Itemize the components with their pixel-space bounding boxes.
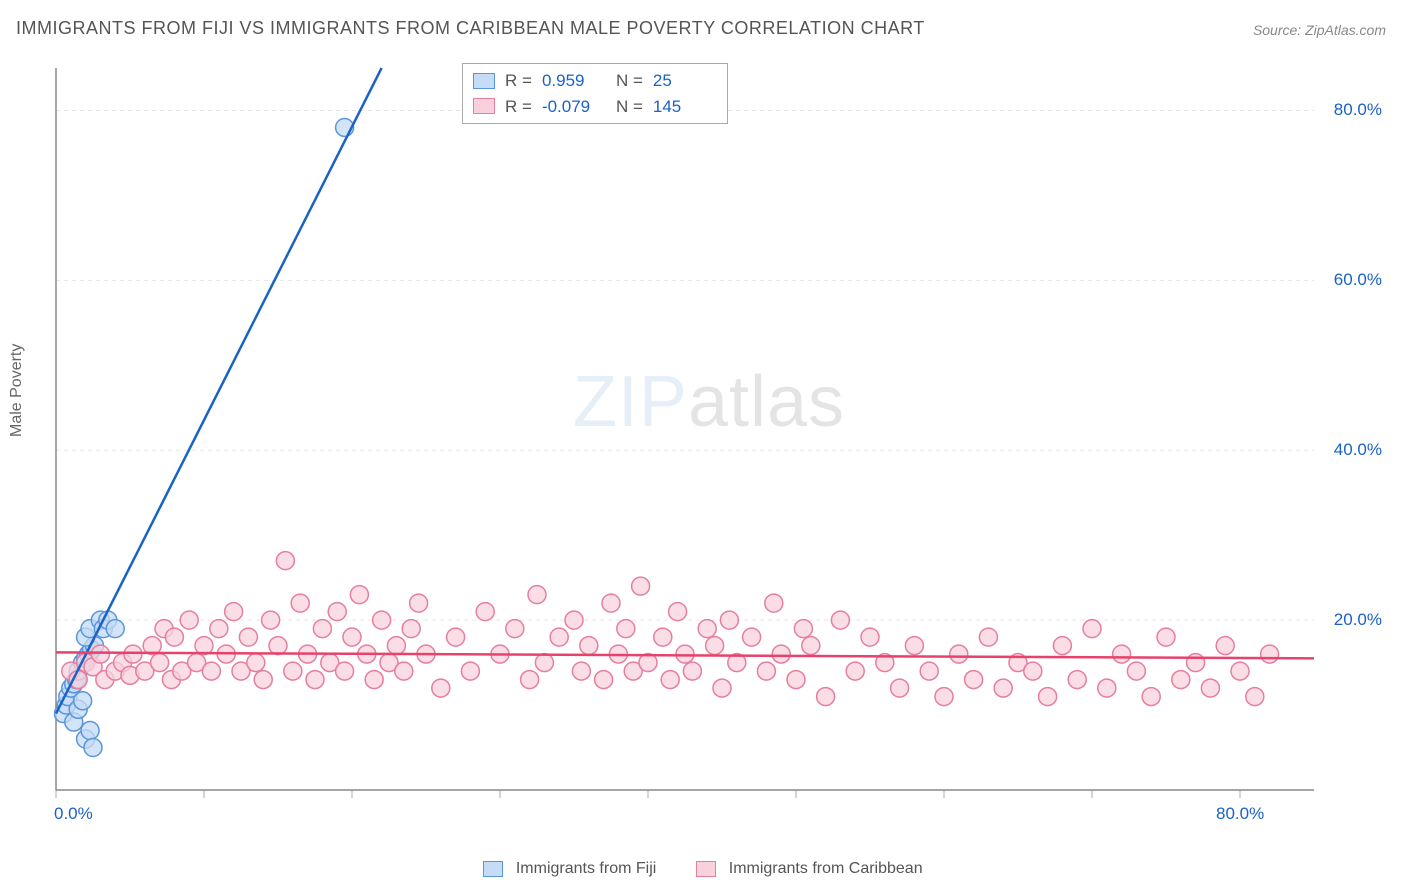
page-root: IMMIGRANTS FROM FIJI VS IMMIGRANTS FROM … — [0, 0, 1406, 892]
stats-n-value: 25 — [653, 68, 717, 94]
chart-svg — [54, 60, 1364, 820]
bottom-legend: Immigrants from Fiji Immigrants from Car… — [0, 860, 1406, 878]
y-tick-label: 80.0% — [1334, 100, 1382, 120]
stats-r-value: 0.959 — [542, 68, 606, 94]
y-tick-label: 40.0% — [1334, 440, 1382, 460]
legend-label-fiji: Immigrants from Fiji — [516, 860, 656, 877]
y-tick-label: 20.0% — [1334, 610, 1382, 630]
source-attribution: Source: ZipAtlas.com — [1253, 22, 1386, 38]
legend-item-fiji: Immigrants from Fiji — [483, 860, 656, 878]
y-tick-label: 60.0% — [1334, 270, 1382, 290]
stats-swatch-fiji — [473, 73, 495, 89]
stats-row-caribbean: R = -0.079 N = 145 — [473, 94, 717, 120]
stats-r-value: -0.079 — [542, 94, 606, 120]
plot-area: ZIPatlas — [54, 60, 1364, 820]
x-tick-max: 80.0% — [1216, 804, 1264, 824]
y-axis-label: Male Poverty — [8, 344, 26, 437]
legend-swatch-fiji — [483, 861, 503, 877]
legend-swatch-caribbean — [696, 861, 716, 877]
legend-item-caribbean: Immigrants from Caribbean — [696, 860, 922, 878]
stats-n-label: N = — [616, 68, 643, 94]
stats-swatch-caribbean — [473, 98, 495, 114]
correlation-stats-box: R = 0.959 N = 25 R = -0.079 N = 145 — [462, 63, 728, 124]
stats-r-label: R = — [505, 94, 532, 120]
x-tick-min: 0.0% — [54, 804, 93, 824]
stats-n-label: N = — [616, 94, 643, 120]
legend-label-caribbean: Immigrants from Caribbean — [729, 860, 923, 877]
stats-n-value: 145 — [653, 94, 717, 120]
stats-r-label: R = — [505, 68, 532, 94]
chart-title: IMMIGRANTS FROM FIJI VS IMMIGRANTS FROM … — [16, 18, 925, 39]
stats-row-fiji: R = 0.959 N = 25 — [473, 68, 717, 94]
